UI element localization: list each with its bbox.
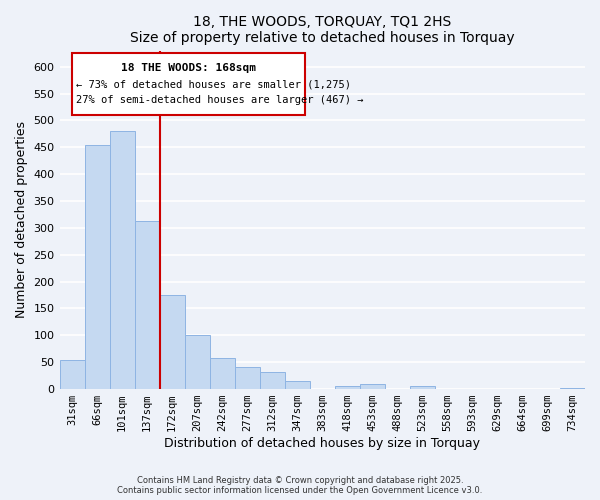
- Bar: [134, 222, 160, 389]
- Bar: [85, 144, 110, 389]
- Y-axis label: Number of detached properties: Number of detached properties: [15, 122, 28, 318]
- Text: Contains HM Land Registry data © Crown copyright and database right 2025.
Contai: Contains HM Land Registry data © Crown c…: [118, 476, 482, 495]
- Bar: [360, 384, 385, 389]
- Bar: [235, 366, 260, 389]
- Bar: [285, 381, 310, 389]
- Bar: [209, 358, 235, 389]
- Bar: [335, 386, 360, 389]
- Bar: [110, 131, 134, 389]
- X-axis label: Distribution of detached houses by size in Torquay: Distribution of detached houses by size …: [164, 437, 480, 450]
- Title: 18, THE WOODS, TORQUAY, TQ1 2HS
Size of property relative to detached houses in : 18, THE WOODS, TORQUAY, TQ1 2HS Size of …: [130, 15, 515, 45]
- Text: 18 THE WOODS: 168sqm: 18 THE WOODS: 168sqm: [121, 63, 256, 73]
- Bar: [59, 360, 85, 389]
- Bar: [160, 295, 185, 389]
- Bar: [185, 336, 209, 389]
- Bar: [410, 386, 435, 389]
- Bar: [260, 372, 285, 389]
- Bar: [560, 388, 585, 389]
- FancyBboxPatch shape: [72, 53, 305, 115]
- Text: 27% of semi-detached houses are larger (467) →: 27% of semi-detached houses are larger (…: [76, 95, 364, 105]
- Text: ← 73% of detached houses are smaller (1,275): ← 73% of detached houses are smaller (1,…: [76, 79, 351, 89]
